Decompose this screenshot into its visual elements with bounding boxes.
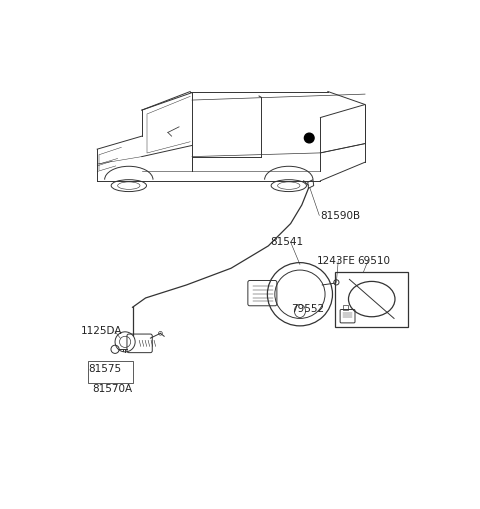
Text: 81575: 81575: [88, 363, 121, 374]
Text: 1125DA: 1125DA: [81, 326, 122, 336]
Text: 79552: 79552: [290, 304, 324, 314]
Bar: [88, 361, 132, 383]
Text: 81590B: 81590B: [321, 211, 360, 221]
Text: 81541: 81541: [270, 237, 303, 247]
Bar: [344, 305, 348, 310]
Bar: [335, 272, 408, 327]
Circle shape: [304, 133, 314, 143]
Text: 1243FE: 1243FE: [317, 256, 356, 266]
Text: 69510: 69510: [358, 256, 391, 266]
Text: 81570A: 81570A: [93, 384, 133, 394]
